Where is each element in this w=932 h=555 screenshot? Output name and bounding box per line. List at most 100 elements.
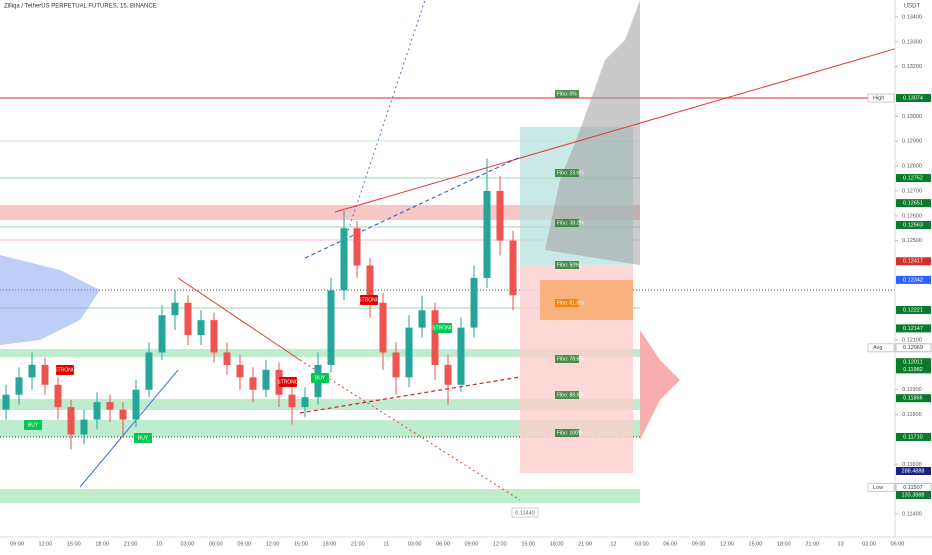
time-label: 12:00: [39, 541, 53, 547]
time-label: 12: [610, 541, 616, 547]
signal-label: STRONG: [54, 367, 76, 373]
candles: [2, 158, 517, 450]
signal-label: BUY: [28, 422, 39, 428]
price-marker: [895, 343, 932, 353]
price-marker-label: 0.12417: [903, 259, 923, 265]
signal-label: BUY: [138, 435, 149, 441]
candle-body: [444, 364, 452, 385]
candle-body: [15, 377, 23, 395]
price-marker-label: 0.11866: [903, 396, 922, 402]
fib-label-bg: [555, 90, 579, 98]
price-marker-label: 0.12147: [903, 326, 923, 332]
candle-body: [405, 327, 413, 378]
tick-label: 0.11400: [902, 511, 921, 517]
candle-body: [132, 389, 140, 420]
price-marker-label: 0.12069: [903, 345, 923, 351]
time-label: 21:00: [805, 541, 819, 547]
fib-label: Fibo: 78.6%: [557, 356, 584, 362]
trend-line: [299, 376, 521, 414]
price-axis-labels: 0.13400 0.13300 0.13200 0.13000 0.12900 0.128…: [867, 14, 932, 517]
fib-label: Fibo: 23.6%: [557, 170, 584, 176]
price-marker-label: 0.13074: [903, 95, 923, 101]
candle-body: [327, 290, 335, 365]
time-label: 06:00: [891, 541, 905, 547]
poc-zone: [540, 280, 633, 320]
price-marker: [896, 174, 931, 183]
signal-badge: [311, 373, 329, 383]
support-zone: [0, 489, 640, 503]
price-marker: [896, 394, 931, 403]
price-tag: [511, 507, 539, 518]
volume-profile: [640, 330, 680, 440]
time-label: 15:00: [749, 541, 763, 547]
marker-tag: [867, 93, 895, 103]
time-label: 18:00: [550, 541, 564, 547]
tick-label: 0.12100: [902, 338, 922, 344]
price-marker-label: 0.12011: [903, 360, 922, 366]
candle-body: [470, 277, 478, 328]
signal-label: STRONG: [358, 297, 380, 303]
volume-marker-label: 288.4888: [902, 468, 925, 474]
candle-body: [171, 302, 179, 316]
volume-marker: [896, 491, 931, 499]
price-marker-label: 0.11982: [903, 367, 922, 373]
fib-label-bg: [555, 391, 579, 399]
price-marker-label: 0.12563: [903, 222, 923, 228]
candle-body: [301, 397, 309, 408]
marker-tag: [867, 482, 895, 492]
trend-line: [79, 369, 179, 488]
candle-body: [93, 402, 101, 420]
fib-label: Fibo: 88.6%: [557, 392, 584, 398]
time-label: 06:00: [663, 541, 677, 547]
time-label: 21:00: [124, 541, 138, 547]
time-label: 03:00: [181, 541, 195, 547]
price-marker: [896, 220, 931, 229]
fib-label-bg: [555, 355, 579, 363]
support-zone: [0, 349, 640, 357]
price-marker: [896, 199, 931, 208]
signal-badge: [56, 365, 74, 375]
price-marker-label: 0.12651: [903, 201, 923, 207]
time-label: 15:00: [67, 541, 81, 547]
candle-body: [483, 190, 491, 278]
candle-body: [158, 315, 166, 353]
candle-body: [2, 394, 10, 410]
candle-body: [457, 327, 465, 385]
time-label: 03:00: [862, 541, 876, 547]
signal-label: STRONG: [432, 325, 454, 331]
time-label: 03:00: [635, 541, 649, 547]
candle-body: [223, 352, 231, 365]
candle-body: [210, 320, 218, 353]
candle-body: [340, 228, 348, 291]
price-marker: [896, 358, 931, 367]
resistance-zone: [0, 205, 640, 220]
tick-label: 0.13300: [902, 39, 922, 45]
time-label: 09:00: [692, 541, 706, 547]
tick-label: 0.11900: [902, 387, 921, 393]
fib-label: Fibo: 61.8%: [557, 300, 584, 306]
support-zone: [0, 399, 640, 410]
candle-body: [379, 302, 387, 353]
price-marker-label: 0.11710: [903, 434, 922, 440]
time-label: 11: [383, 541, 389, 547]
candle-body: [249, 377, 257, 390]
price-marker-label: 0.12342: [903, 277, 923, 283]
fib-label-bg: [555, 219, 579, 227]
time-label: 06:00: [209, 541, 223, 547]
time-label: 10: [156, 541, 162, 547]
candle-body: [392, 352, 400, 378]
currency: USDT: [904, 4, 921, 10]
price-marker: [896, 257, 931, 266]
candle-body: [353, 228, 361, 266]
trend-line: [177, 277, 301, 361]
time-label: 09:00: [465, 541, 479, 547]
candle-body: [67, 407, 75, 435]
marker-tag-label: Avg: [873, 345, 882, 351]
signal-badge: [434, 323, 452, 333]
time-label: 13: [838, 541, 844, 547]
fib-label: Fibo: 0%: [557, 91, 577, 97]
price-marker-label: 0.12221: [903, 307, 923, 313]
fib-label-bg: [555, 429, 579, 437]
tick-label: 0.12900: [902, 139, 922, 145]
